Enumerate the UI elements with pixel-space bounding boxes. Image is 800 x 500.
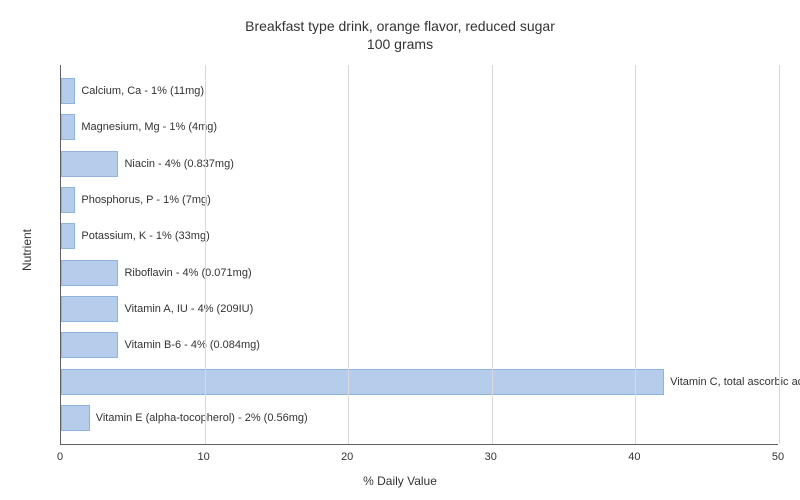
bar	[61, 78, 75, 104]
x-tick-label: 30	[485, 451, 497, 463]
bar-row: Niacin - 4% (0.837mg)	[61, 151, 778, 177]
bar	[61, 405, 90, 431]
bar	[61, 151, 118, 177]
bar-row: Vitamin C, total ascorbic acid - 42% (25…	[61, 369, 778, 395]
bar	[61, 223, 75, 249]
bar-row: Vitamin A, IU - 4% (209IU)	[61, 296, 778, 322]
gridline	[348, 65, 349, 444]
gridline	[635, 65, 636, 444]
bar-label: Niacin - 4% (0.837mg)	[124, 158, 233, 170]
y-axis-label: Nutrient	[20, 229, 34, 271]
bar-row: Vitamin E (alpha-tocopherol) - 2% (0.56m…	[61, 405, 778, 431]
nutrient-chart: Breakfast type drink, orange flavor, red…	[0, 0, 800, 500]
bar-label: Calcium, Ca - 1% (11mg)	[81, 85, 204, 97]
chart-title-line2: 100 grams	[0, 36, 800, 52]
x-tick-label: 50	[772, 451, 784, 463]
bar-label: Potassium, K - 1% (33mg)	[81, 230, 209, 242]
x-tick-label: 20	[341, 451, 353, 463]
bar-label: Vitamin E (alpha-tocopherol) - 2% (0.56m…	[96, 412, 308, 424]
bar	[61, 332, 118, 358]
bar-label: Phosphorus, P - 1% (7mg)	[81, 194, 210, 206]
bar-row: Riboflavin - 4% (0.071mg)	[61, 260, 778, 286]
x-axis-label: % Daily Value	[0, 474, 800, 488]
gridline	[205, 65, 206, 444]
bar-row: Phosphorus, P - 1% (7mg)	[61, 187, 778, 213]
x-tick-label: 40	[628, 451, 640, 463]
gridline	[492, 65, 493, 444]
bar	[61, 114, 75, 140]
chart-title-line1: Breakfast type drink, orange flavor, red…	[0, 18, 800, 34]
bar-label: Vitamin A, IU - 4% (209IU)	[124, 303, 253, 315]
bar-label: Magnesium, Mg - 1% (4mg)	[81, 121, 217, 133]
bar-row: Vitamin B-6 - 4% (0.084mg)	[61, 332, 778, 358]
bar-row: Calcium, Ca - 1% (11mg)	[61, 78, 778, 104]
bar	[61, 260, 118, 286]
bars-container: Calcium, Ca - 1% (11mg) Magnesium, Mg - 1…	[61, 65, 778, 444]
gridline	[779, 65, 780, 444]
bar-label: Vitamin B-6 - 4% (0.084mg)	[124, 339, 260, 351]
bar	[61, 187, 75, 213]
bar-row: Magnesium, Mg - 1% (4mg)	[61, 114, 778, 140]
bar-label: Riboflavin - 4% (0.071mg)	[124, 267, 251, 279]
plot-area: Calcium, Ca - 1% (11mg) Magnesium, Mg - 1…	[60, 65, 778, 445]
x-tick-label: 0	[57, 451, 63, 463]
bar-label: Vitamin C, total ascorbic acid - 42% (25…	[670, 376, 800, 388]
x-tick-label: 10	[197, 451, 209, 463]
bar	[61, 369, 664, 395]
bar	[61, 296, 118, 322]
bar-row: Potassium, K - 1% (33mg)	[61, 223, 778, 249]
